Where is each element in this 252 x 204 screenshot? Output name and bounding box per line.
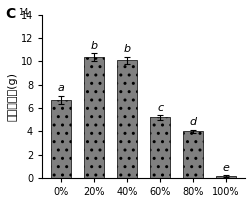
Text: 14: 14 [18, 8, 28, 17]
Text: a: a [58, 83, 65, 93]
Text: b: b [123, 44, 131, 54]
Bar [216, 176, 236, 178]
Text: e: e [223, 163, 229, 173]
Text: d: d [190, 117, 197, 127]
Y-axis label: 紧株生物量(g): 紧株生物量(g) [8, 72, 18, 121]
Text: b: b [90, 41, 98, 51]
Text: C: C [6, 7, 16, 21]
Bar [84, 57, 104, 178]
Text: c: c [157, 103, 163, 113]
Bar [117, 60, 137, 178]
Bar [51, 100, 71, 178]
Bar [183, 131, 203, 178]
Bar [150, 117, 170, 178]
